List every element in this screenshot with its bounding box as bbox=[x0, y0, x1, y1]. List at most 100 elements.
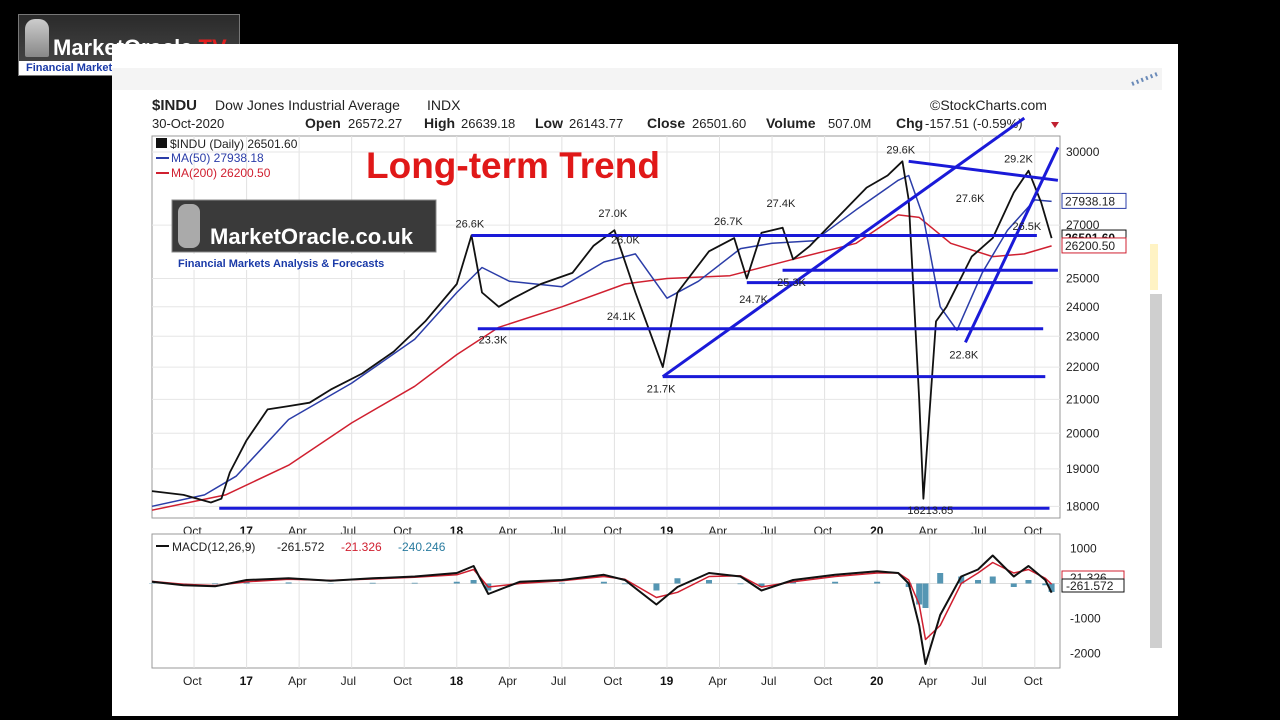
peak-label: 27.6K bbox=[956, 193, 985, 205]
ma50-line bbox=[151, 174, 1052, 508]
inner-logo: MarketOracle.co.uk Financial Markets Ana… bbox=[171, 199, 437, 270]
peak-label: 26.5K bbox=[1012, 221, 1041, 233]
trendlines bbox=[219, 116, 1060, 510]
macd-legend-v1: -261.572 bbox=[277, 540, 325, 554]
macd-x-tick-label: Oct bbox=[183, 674, 202, 688]
macd-hist-bar bbox=[975, 580, 982, 584]
ma200-line bbox=[151, 214, 1052, 511]
macd-hist-bar bbox=[558, 582, 565, 584]
macd-hist-bar bbox=[1010, 583, 1017, 587]
macd-line bbox=[151, 554, 1053, 665]
watermark-statue-icon bbox=[25, 19, 49, 57]
close-label: Close bbox=[647, 115, 685, 131]
y-tick-label: 18000 bbox=[1066, 499, 1100, 513]
peak-label: 18213.65 bbox=[907, 505, 953, 517]
peak-label: 24.1K bbox=[607, 311, 636, 323]
macd-hist-bar bbox=[832, 581, 839, 584]
peak-label: 26.6K bbox=[455, 218, 484, 230]
chart-frame: $INDU Dow Jones Industrial Average INDX … bbox=[112, 44, 1178, 716]
y-tick-label: 24000 bbox=[1066, 300, 1100, 314]
macd-x-tick-label: Jul bbox=[761, 674, 776, 688]
macd-hist-bar bbox=[916, 583, 923, 605]
macd-hist-bar bbox=[758, 583, 765, 587]
peak-label: 26.7K bbox=[714, 216, 743, 228]
header-name: Dow Jones Industrial Average bbox=[215, 97, 400, 113]
macd-y-tick-label: 1000 bbox=[1070, 542, 1097, 556]
ma50-legend-label: MA(50) 27938.18 bbox=[171, 151, 264, 165]
peak-labels: 26.6K 23.3K 27.0K 26.0K 24.1K 21.7K 26.7K 24.7K… bbox=[455, 144, 1041, 517]
macd-x-axis: Oct 17 Apr Jul Oct 18 Apr Jul Oct 19 Apr Jul Oct 20 Ap… bbox=[183, 674, 1043, 688]
macd-x-tick-label: Jul bbox=[341, 674, 356, 688]
header-source: ©StockCharts.com bbox=[930, 97, 1047, 113]
ma200-legend-label: MA(200) 26200.50 bbox=[171, 166, 271, 180]
low-value: 26143.77 bbox=[569, 116, 623, 131]
y-tick-label: 20000 bbox=[1066, 426, 1100, 440]
macd-hist-bar bbox=[705, 580, 712, 584]
macd-hist-bar bbox=[937, 573, 944, 584]
macd-x-tick-label: Apr bbox=[709, 674, 728, 688]
y-tick-label: 23000 bbox=[1066, 329, 1100, 343]
macd-x-tick-label: Oct bbox=[814, 674, 833, 688]
header-exchange: INDX bbox=[427, 97, 461, 113]
macd-x-tick-label: Jul bbox=[971, 674, 986, 688]
macd-legend-v2: -21.326 bbox=[341, 540, 382, 554]
high-label: High bbox=[424, 115, 455, 131]
macd-line-tag-box bbox=[1061, 578, 1125, 593]
volume-label: Volume bbox=[766, 115, 816, 131]
chg-label: Chg bbox=[896, 115, 923, 131]
peak-label: 21.7K bbox=[647, 384, 676, 396]
macd-grid bbox=[152, 534, 1060, 668]
side-scrollbar[interactable] bbox=[1150, 294, 1162, 648]
ma200-polyline bbox=[151, 214, 1052, 511]
inner-logo-box bbox=[171, 199, 437, 253]
price-legend: $INDU (Daily) 26501.60 MA(50) 27938.18 M… bbox=[156, 137, 298, 180]
price-tag-box bbox=[1061, 237, 1127, 254]
macd-y-tick-label: -2000 bbox=[1070, 647, 1101, 661]
y-tick-label: 19000 bbox=[1066, 462, 1100, 476]
y-tick-label: 22000 bbox=[1066, 360, 1100, 374]
header-symbol: $INDU bbox=[152, 97, 197, 114]
macd-hist-bar bbox=[790, 581, 797, 584]
peak-label: 29.2K bbox=[1004, 154, 1033, 166]
price-line bbox=[151, 160, 1053, 504]
macd-hist-bar bbox=[369, 582, 376, 584]
macd-panel bbox=[151, 533, 1061, 669]
macd-line-tag: -261.572 bbox=[1066, 579, 1114, 593]
price-tag-box bbox=[1061, 192, 1127, 209]
macd-hist-bar bbox=[212, 583, 219, 585]
price-polyline bbox=[151, 160, 1053, 504]
macd-x-tick-label: 20 bbox=[870, 674, 884, 688]
high-value: 26639.18 bbox=[461, 116, 515, 131]
macd-x-tick-label: 17 bbox=[240, 674, 254, 688]
y-tick-label: 27000 bbox=[1066, 218, 1100, 232]
vertical-grid bbox=[193, 136, 1036, 518]
ma50-polyline bbox=[151, 174, 1052, 508]
peak-label: 27.0K bbox=[598, 208, 627, 220]
trendline bbox=[661, 116, 1026, 378]
side-highlight bbox=[1150, 244, 1158, 290]
macd-hist-bar bbox=[453, 581, 460, 584]
macd-x-tick-label: 18 bbox=[450, 674, 464, 688]
macd-legend-v3: -240.246 bbox=[398, 540, 446, 554]
y-tick-label: 30000 bbox=[1066, 145, 1100, 159]
headline: Long-term Trend bbox=[366, 145, 660, 186]
price-legend-swatch bbox=[156, 138, 167, 148]
inner-logo-statue-icon bbox=[178, 204, 200, 248]
stock-chart: $INDU Dow Jones Industrial Average INDX … bbox=[112, 68, 1162, 688]
y-tick-label: 25000 bbox=[1066, 271, 1100, 285]
open-label: Open bbox=[305, 115, 341, 131]
macd-x-tick-label: 19 bbox=[660, 674, 674, 688]
macd-hist-bar bbox=[922, 583, 929, 608]
macd-hist-bar bbox=[653, 583, 660, 591]
macd-x-tick-label: Apr bbox=[288, 674, 307, 688]
peak-label: 24.7K bbox=[739, 294, 768, 306]
macd-hist-bar bbox=[674, 578, 681, 584]
macd-hist-bar bbox=[600, 581, 607, 584]
trendline bbox=[908, 159, 1059, 182]
price-legend-label: $INDU (Daily) 26501.60 bbox=[170, 137, 298, 151]
macd-hist-bar bbox=[411, 582, 418, 584]
macd-polyline bbox=[151, 554, 1053, 665]
macd-x-tick-label: Oct bbox=[1024, 674, 1043, 688]
macd-hist-bar bbox=[1025, 580, 1032, 584]
price-panel bbox=[151, 135, 1061, 519]
